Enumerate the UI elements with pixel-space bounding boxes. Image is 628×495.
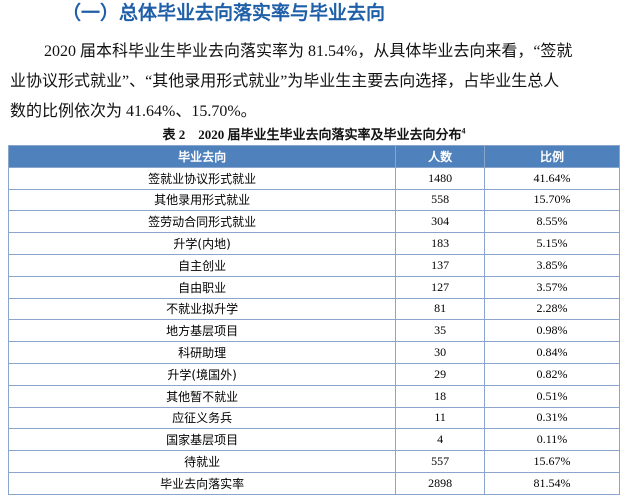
table-row: 毕业去向落实率 2898 81.54% (7, 471, 620, 495)
table-row: 签劳动合同形式就业 304 8.55% (7, 210, 620, 234)
table-cell: 11 (395, 406, 486, 430)
paragraph-line: 数的比例依次为 41.64%、15.70%。 (10, 103, 257, 120)
table-cell: 558 (395, 188, 486, 212)
table-cell: 0.98% (484, 319, 620, 343)
header-cell: 人数 (395, 145, 486, 168)
table-cell: 15.70% (484, 188, 620, 212)
table-row: 国家基层项目 4 0.11% (7, 428, 620, 452)
table-row: 其他录用形式就业 558 15.70% (7, 188, 620, 212)
table-row: 升学(内地) 183 5.15% (7, 232, 620, 255)
table-row: 自由职业 127 3.57% (7, 275, 620, 299)
table-row: 自主创业 137 3.85% (7, 253, 620, 277)
table-cell: 3.57% (484, 275, 620, 299)
table-cell: 0.51% (484, 384, 620, 408)
data-table: 毕业去向 人数 比例 签就业协议形式就业 1480 41.64% 其他录用形式就业 558 1… (7, 145, 620, 495)
header-cell: 毕业去向 (7, 145, 397, 168)
table-row: 地方基层项目 35 0.98% (7, 319, 620, 343)
table-cell: 升学(内地) (7, 232, 397, 255)
table-cell: 毕业去向落实率 (7, 471, 397, 495)
table-cell: 35 (395, 319, 486, 343)
table-cell: 8.55% (484, 210, 620, 234)
table-cell: 15.67% (484, 450, 620, 473)
table-cell: 137 (395, 253, 486, 277)
paragraph-line: 2020 届本科毕业生毕业去向落实率为 81.54%，从具体毕业去向来看，“签就 (44, 43, 573, 60)
table-row: 签就业协议形式就业 1480 41.64% (7, 166, 620, 190)
table-cell: 4 (395, 428, 486, 452)
table-cell: 国家基层项目 (7, 428, 397, 452)
section-heading: （一）总体毕业去向落实率与毕业去向 (62, 2, 386, 24)
header-cell: 比例 (484, 145, 620, 168)
header-row: 毕业去向 人数 比例 (7, 145, 620, 168)
table-cell: 不就业拟升学 (7, 297, 397, 321)
table-cell: 0.31% (484, 406, 620, 430)
table-cell: 127 (395, 275, 486, 299)
table-cell: 81 (395, 297, 486, 321)
table-cell: 2.28% (484, 297, 620, 321)
table-cell: 待就业 (7, 450, 397, 473)
table-caption: 表 2 2020 届毕业生毕业去向落实率及毕业去向分布4 (0, 124, 628, 143)
table-cell: 3.85% (484, 253, 620, 277)
table-cell: 0.82% (484, 362, 620, 386)
table-cell: 557 (395, 450, 486, 473)
table-cell: 自由职业 (7, 275, 397, 299)
table-cell: 地方基层项目 (7, 319, 397, 343)
table-cell: 自主创业 (7, 253, 397, 277)
table-cell: 18 (395, 384, 486, 408)
caption-text: 表 2 2020 届毕业生毕业去向落实率及毕业去向分布 (162, 127, 462, 142)
table-cell: 1480 (395, 166, 486, 190)
table-cell: 签劳动合同形式就业 (7, 210, 397, 234)
table-cell: 5.15% (484, 232, 620, 255)
table-cell: 183 (395, 232, 486, 255)
table-cell: 其他录用形式就业 (7, 188, 397, 212)
table-row: 科研助理 30 0.84% (7, 341, 620, 364)
footnote-mark: 4 (461, 126, 466, 136)
table-cell: 签就业协议形式就业 (7, 166, 397, 190)
table-row: 不就业拟升学 81 2.28% (7, 297, 620, 321)
table-cell: 41.64% (484, 166, 620, 190)
table-cell: 2898 (395, 471, 486, 495)
table-cell: 0.84% (484, 341, 620, 364)
table-cell: 0.11% (484, 428, 620, 452)
table-cell: 科研助理 (7, 341, 397, 364)
paragraph-line: 业协议形式就业”、“其他录用形式就业”为毕业生主要去向选择，占毕业生总人 (10, 73, 560, 90)
table-cell: 30 (395, 341, 486, 364)
table-cell: 81.54% (484, 471, 620, 495)
table-cell: 29 (395, 362, 486, 386)
table-cell: 其他暂不就业 (7, 384, 397, 408)
table-row: 其他暂不就业 18 0.51% (7, 384, 620, 408)
table-row: 升学(境国外) 29 0.82% (7, 362, 620, 386)
table-cell: 应征义务兵 (7, 406, 397, 430)
table-row: 待就业 557 15.67% (7, 450, 620, 473)
table-cell: 升学(境国外) (7, 362, 397, 386)
table-cell: 304 (395, 210, 486, 234)
table-row: 应征义务兵 11 0.31% (7, 406, 620, 430)
